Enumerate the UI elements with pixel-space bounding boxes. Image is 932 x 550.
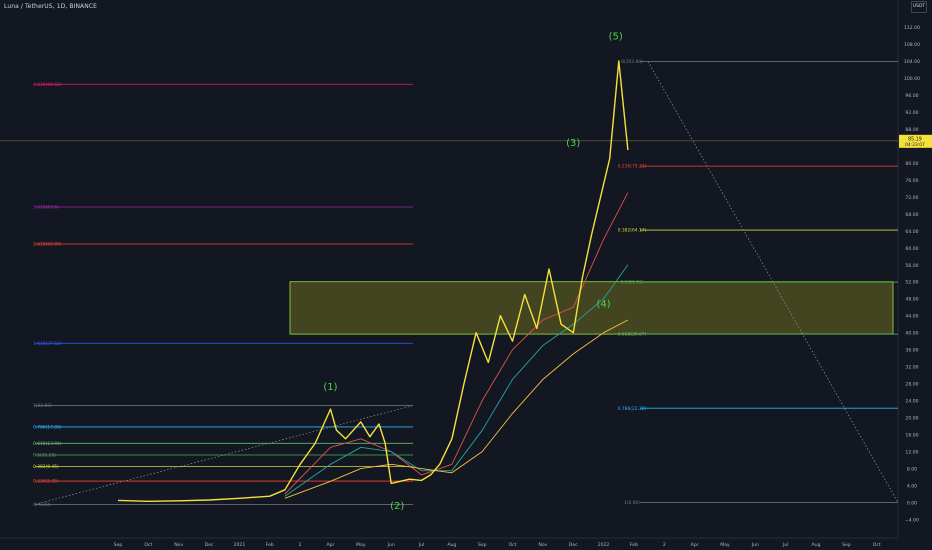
y-tick-label: 108.00: [904, 42, 920, 48]
wave-label: (5): [609, 32, 623, 43]
fib-extension-label: 2.618(60.89): [33, 242, 62, 248]
x-tick-label: Apr: [326, 542, 334, 548]
x-tick-label: 2022: [598, 542, 610, 548]
fib-retracement-label: 1(22.83): [33, 403, 52, 409]
x-tick-label: Nov: [538, 542, 547, 548]
fib-retracement-label: 0.618(13.94): [33, 441, 62, 447]
y-tick-label: 68.00: [905, 212, 918, 218]
y-tick-label: 96.00: [905, 93, 918, 99]
y-tick-label: 112.00: [904, 25, 920, 31]
y-tick-label: 4.00: [907, 484, 917, 490]
x-tick-label: May: [356, 542, 366, 548]
x-tick-label: Jun: [751, 542, 759, 548]
y-tick-label: 32.00: [905, 365, 918, 371]
x-tick-label: Sep: [114, 542, 123, 548]
symbol-title: Luna / TetherUS, 1D, BINANCE: [4, 3, 98, 10]
x-tick-label: Aug: [812, 542, 821, 548]
x-tick-label: Feb: [266, 542, 274, 548]
x-tick-label: Jul: [782, 542, 789, 548]
y-tick-label: 76.00: [905, 178, 918, 184]
x-tick-label: May: [720, 542, 730, 548]
y-tick-label: 64.00: [905, 229, 918, 235]
wave-label: (4): [597, 299, 611, 310]
y-tick-label: 0.00: [907, 501, 917, 507]
wave-label: (3): [566, 138, 580, 149]
current-price-badge: [899, 134, 932, 148]
y-tick-label: 60.00: [905, 246, 918, 252]
x-tick-label: Nov: [174, 542, 183, 548]
y-tick-label: 92.00: [905, 110, 918, 116]
fib-retracement-label: 0.236(79.23): [618, 164, 647, 170]
fib-retracement-label: 0.382(8.45): [33, 464, 59, 470]
y-tick-label: 40.00: [905, 331, 918, 337]
fib-trend-line: [647, 61, 899, 503]
wave-label: (1): [323, 382, 337, 393]
ma-fast-line: [284, 192, 629, 495]
x-tick-label: Jul: [418, 542, 425, 548]
ma-slow-line: [284, 319, 629, 499]
y-tick-label: 80.00: [905, 161, 918, 167]
y-tick-label: 48.00: [905, 297, 918, 303]
x-tick-label: Dec: [569, 542, 578, 548]
x-tick-label: Oct: [509, 542, 517, 548]
y-tick-label: 12.00: [905, 450, 918, 456]
x-tick-label: Sep: [478, 542, 487, 548]
y-tick-label: 100.00: [904, 76, 920, 82]
fib-retracement-label: 0.236(5.05): [33, 479, 59, 485]
fib-retracement-label: 0.5(11.20): [33, 453, 56, 459]
fib-retracement-label: 0.618(39.67): [618, 332, 647, 338]
y-tick-label: 20.00: [905, 416, 918, 422]
x-tick-label: Feb: [630, 542, 638, 548]
fib-retracement-label: 0.5(51.92): [621, 280, 644, 286]
y-tick-label: 36.00: [905, 348, 918, 354]
current-price-label: 85.19: [908, 136, 922, 142]
x-tick-label: Apr: [691, 542, 699, 548]
y-tick-label: 104.00: [904, 59, 920, 65]
support-zone: [289, 281, 894, 335]
x-tick-label: Dec: [205, 542, 214, 548]
y-tick-label: 88.00: [905, 127, 918, 133]
fib-retracement-label: 0(103.84): [621, 59, 643, 65]
x-tick-label: 2: [299, 542, 302, 548]
fib-retracement-label: 1(0.00): [624, 500, 640, 506]
y-tick-label: 52.00: [905, 280, 918, 286]
fib-extension-label: 3.618(69.6): [33, 205, 59, 211]
y-tick-label: 24.00: [905, 399, 918, 405]
x-tick-label: Aug: [447, 542, 456, 548]
x-tick-label: Oct: [873, 542, 881, 548]
y-tick-label: 44.00: [905, 314, 918, 320]
y-tick-label: 8.00: [907, 467, 917, 473]
price-line: [117, 60, 629, 502]
x-tick-label: Sep: [842, 542, 851, 548]
x-tick-label: 2021: [234, 542, 246, 548]
x-tick-label: Oct: [144, 542, 152, 548]
fib-retracement-label: 0.786(22.22): [618, 406, 647, 412]
ma-mid-line: [284, 264, 629, 497]
fib-trend-line: [34, 405, 414, 505]
fib-retracement-label: 0(-0.43): [33, 502, 51, 508]
fib-retracement-label: 0.382(64.17): [618, 228, 647, 234]
x-tick-label: 2: [663, 542, 666, 548]
fib-extension-label: 1.618(37.52): [33, 341, 62, 347]
x-tick-label: Jun: [387, 542, 395, 548]
fib-extension-label: 4.236(98.52): [33, 82, 62, 88]
y-tick-label: 72.00: [905, 195, 918, 201]
fib-retracement-label: 0.786(17.80): [33, 425, 62, 431]
y-tick-label: 28.00: [905, 382, 918, 388]
current-price-countdown: 04:23:07: [905, 142, 925, 148]
y-tick-label: −4.00: [905, 518, 919, 524]
wave-label: (2): [390, 501, 404, 512]
y-tick-label: 56.00: [905, 263, 918, 269]
currency-selector[interactable]: USDT: [911, 1, 927, 13]
y-tick-label: 16.00: [905, 433, 918, 439]
